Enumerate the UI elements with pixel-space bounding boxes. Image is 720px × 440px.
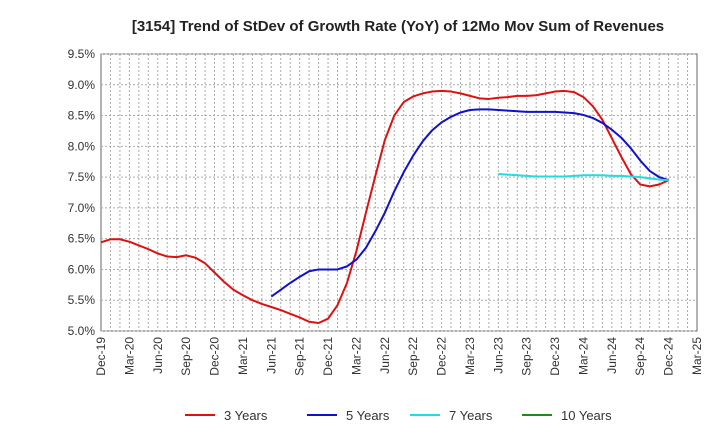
legend-label: 7 Years xyxy=(449,408,493,423)
y-tick-label: 6.5% xyxy=(68,232,96,246)
x-tick-label: Jun-24 xyxy=(605,337,619,374)
y-tick-label: 5.5% xyxy=(68,293,96,307)
chart-title: [3154] Trend of StDev of Growth Rate (Yo… xyxy=(132,18,664,35)
legend-label: 3 Years xyxy=(224,408,268,423)
series-lines xyxy=(100,89,670,324)
y-tick-label: 8.0% xyxy=(68,139,96,153)
series-line-5-years xyxy=(270,108,669,298)
x-tick-label: Mar-22 xyxy=(349,337,363,375)
y-tick-label: 7.5% xyxy=(68,170,96,184)
x-tick-label: Sep-21 xyxy=(293,337,307,376)
x-tick-label: Mar-21 xyxy=(236,337,250,375)
legend-label: 5 Years xyxy=(346,408,390,423)
x-tick-label: Dec-21 xyxy=(321,337,335,376)
legend: 3 Years 5 Years 7 Years 10 Years xyxy=(185,408,612,423)
x-tick-label: Mar-20 xyxy=(122,337,136,375)
x-tick-label: Mar-23 xyxy=(463,337,477,375)
x-tick-label: Sep-24 xyxy=(633,337,647,376)
y-tick-label: 8.5% xyxy=(68,109,96,123)
y-tick-label: 7.0% xyxy=(68,201,96,215)
y-tick-label: 6.0% xyxy=(68,262,96,276)
grid-lines xyxy=(101,53,697,332)
x-tick-label: Sep-22 xyxy=(406,337,420,376)
plot-area xyxy=(100,53,698,332)
series-line-3-years xyxy=(100,89,670,324)
y-tick-label: 9.5% xyxy=(68,47,96,61)
x-tick-label: Sep-23 xyxy=(520,337,534,376)
x-tick-label: Jun-22 xyxy=(378,337,392,374)
y-tick-label: 9.0% xyxy=(68,78,96,92)
y-tick-label: 5.0% xyxy=(68,324,96,338)
legend-label: 10 Years xyxy=(561,408,612,423)
x-tick-label: Sep-20 xyxy=(179,337,193,376)
x-tick-label: Jun-20 xyxy=(151,337,165,374)
x-tick-label: Mar-24 xyxy=(576,337,590,375)
x-tick-label: Jun-21 xyxy=(264,337,278,374)
series-line-7-years xyxy=(498,173,669,182)
x-tick-label: Dec-24 xyxy=(662,337,676,376)
x-tick-label: Jun-23 xyxy=(491,337,505,374)
x-tick-label: Mar-25 xyxy=(690,337,704,375)
x-tick-label: Dec-22 xyxy=(435,337,449,376)
y-axis-ticks: 5.0% 5.5% 6.0% 6.5% 7.0% 7.5% 8.0% 8.5% 9.0% 9.5% xyxy=(68,47,96,338)
x-tick-label: Dec-19 xyxy=(94,337,108,376)
x-tick-label: Dec-20 xyxy=(208,337,222,376)
x-tick-label: Dec-23 xyxy=(548,337,562,376)
x-axis-ticks: Dec-19 Mar-20 Jun-20 Sep-20 Dec-20 Mar-21 Jun-… xyxy=(94,337,704,376)
